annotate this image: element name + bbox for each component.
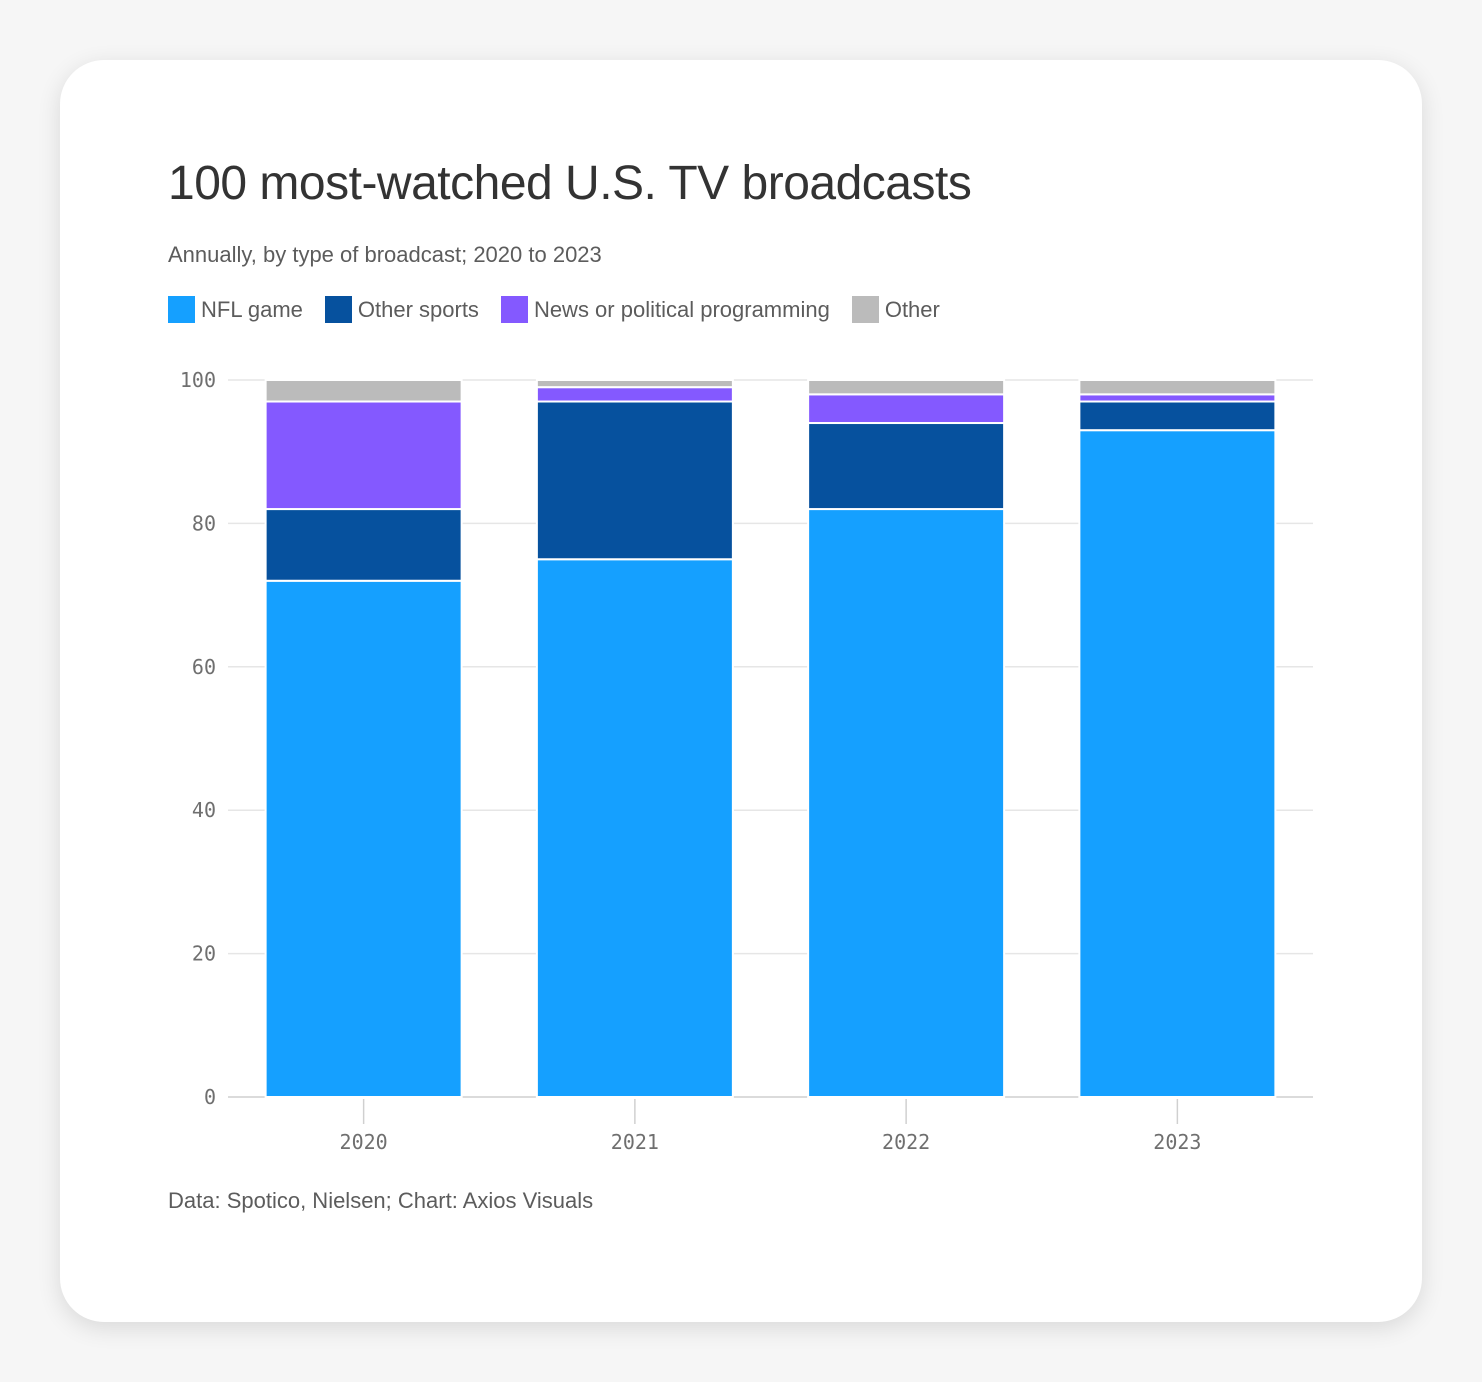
legend-label-other: Other — [884, 296, 940, 322]
y-tick-label-20: 20 — [192, 942, 216, 966]
legend-item-news: News or political programming — [500, 296, 830, 323]
bar-segment-2023-news-or-political-programming — [1078, 393, 1277, 403]
bar-segment-2023-nfl-game — [1078, 429, 1277, 1098]
bar-segment-2023-other-sports — [1078, 400, 1277, 432]
legend-swatch-other-sports — [324, 296, 352, 323]
legend-item-other-sports: Other sports — [324, 296, 479, 323]
x-tick-label-2020: 2020 — [340, 1130, 388, 1154]
legend-swatch-nfl-game — [168, 296, 195, 323]
y-tick-label-0: 0 — [204, 1085, 216, 1109]
bar-segment-2021-nfl-game — [535, 558, 734, 1098]
bar-segment-2023-other — [1078, 379, 1277, 396]
x-tick-label-2023: 2023 — [1153, 1130, 1201, 1154]
bar-segment-2022-news-or-political-programming — [807, 393, 1006, 425]
y-tick-label-60: 60 — [192, 655, 216, 679]
chart-card: 100 most-watched U.S. TV broadcasts Annu… — [60, 60, 1422, 1322]
stacked-bar-chart: 0 20 40 60 80 100 2020 2021 2022 2023 — [180, 368, 1313, 1154]
legend-label-other-sports: Other sports — [357, 296, 479, 322]
legend-item-other: Other — [851, 296, 940, 323]
legend-swatch-news — [500, 296, 528, 323]
bar-segment-2022-nfl-game — [807, 508, 1006, 1098]
bar-segment-2020-other-sports — [264, 508, 463, 582]
y-tick-label-40: 40 — [192, 798, 216, 822]
bar-segment-2020-nfl-game — [264, 579, 463, 1098]
y-tick-label-100: 100 — [180, 368, 216, 392]
bar-segment-2022-other — [807, 379, 1006, 396]
legend-label-nfl-game: NFL game — [201, 296, 303, 322]
y-tick-label-80: 80 — [192, 511, 216, 535]
bar-segment-2021-other — [535, 379, 734, 389]
chart-title: 100 most-watched U.S. TV broadcasts — [168, 157, 972, 210]
legend-label-news: News or political programming — [533, 296, 830, 322]
x-tick-label-2022: 2022 — [882, 1130, 930, 1154]
legend-item-nfl-game: NFL game — [168, 296, 303, 323]
bar-segment-2021-news-or-political-programming — [535, 386, 734, 403]
chart-subtitle: Annually, by type of broadcast; 2020 to … — [168, 242, 602, 267]
bar-segment-2020-other — [264, 379, 463, 403]
bar-segment-2020-news-or-political-programming — [264, 400, 463, 511]
chart-legend: NFL game Other sports News or political … — [168, 296, 962, 323]
legend-swatch-other — [851, 296, 879, 323]
chart-source: Data: Spotico, Nielsen; Chart: Axios Vis… — [168, 1188, 594, 1213]
x-tick-label-2021: 2021 — [611, 1130, 659, 1154]
bar-segment-2022-other-sports — [807, 422, 1006, 511]
bar-segment-2021-other-sports — [535, 400, 734, 561]
